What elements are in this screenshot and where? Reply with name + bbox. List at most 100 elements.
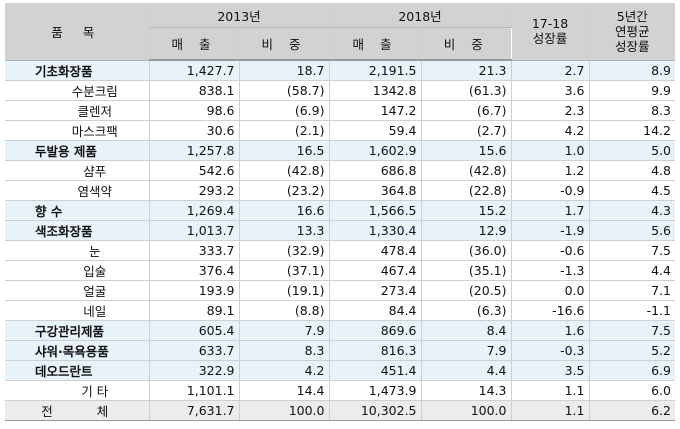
sales-2018-cell: 84.4 — [329, 300, 422, 321]
row-name-cell: 샴푸 — [5, 160, 150, 181]
sales-2018-cell: 1,566.5 — [329, 200, 422, 221]
share-2018-cell: 7.9 — [421, 340, 512, 361]
sales-2013-cell: 376.4 — [149, 260, 240, 281]
table-row: 입술 376.4 (37.1) 467.4 (35.1) -1.3 4.4 — [5, 260, 675, 281]
sales-2018-cell: 1,602.9 — [329, 140, 422, 161]
table-row: 기초화장품 1,427.7 18.7 2,191.5 21.3 2.7 8.9 — [5, 60, 675, 81]
growth-5yr-cell: 8.3 — [589, 100, 675, 121]
sales-2018-cell: 451.4 — [329, 360, 422, 381]
growth-17-18-cell: 2.3 — [511, 100, 590, 121]
share-2013-cell: (6.9) — [239, 100, 330, 121]
table-body: 기초화장품 1,427.7 18.7 2,191.5 21.3 2.7 8.9 수분크림 838… — [5, 60, 675, 421]
share-2013-cell: 7.9 — [239, 320, 330, 341]
sales-2013-cell: 193.9 — [149, 280, 240, 301]
share-2013-cell: (2.1) — [239, 120, 330, 141]
sales-2013-cell: 1,269.4 — [149, 200, 240, 221]
sales-2013-cell: 1,101.1 — [149, 380, 240, 401]
row-name-cell: 샤워·목욕용품 — [5, 340, 150, 361]
table-row: 얼굴 193.9 (19.1) 273.4 (20.5) 0.0 7.1 — [5, 280, 675, 301]
sales-2018-cell: 364.8 — [329, 180, 422, 201]
share-2018-cell: 4.4 — [421, 360, 512, 381]
sales-2013-cell: 838.1 — [149, 80, 240, 101]
header-item: 품 목 — [5, 3, 150, 61]
share-2018-cell: (2.7) — [421, 120, 512, 141]
share-2013-cell: (32.9) — [239, 240, 330, 261]
share-2018-cell: (6.3) — [421, 300, 512, 321]
growth-5yr-cell: 4.8 — [589, 160, 675, 181]
growth-5yr-cell: 5.0 — [589, 140, 675, 161]
growth-5yr-cell: 5.2 — [589, 340, 675, 361]
growth-17-18-cell: 4.2 — [511, 120, 590, 141]
header-row-1: 품 목 2013년 2018년 17-18 성장률 5년간 연평균 성장률 — [5, 3, 675, 61]
row-name-cell: 향 수 — [5, 200, 150, 221]
header-share-2018: 비 중 — [421, 27, 511, 61]
header-sales-2013: 매 출 — [149, 27, 240, 61]
share-2018-cell: (36.0) — [421, 240, 512, 261]
growth-17-18-cell: 3.5 — [511, 360, 590, 381]
sales-2013-cell: 633.7 — [149, 340, 240, 361]
share-2018-cell: 100.0 — [421, 400, 512, 421]
row-name-cell: 클렌저 — [5, 100, 150, 121]
growth-5yr-cell: 7.1 — [589, 280, 675, 301]
share-2018-cell: 15.6 — [421, 140, 512, 161]
header-year-2013: 2013년 — [149, 3, 330, 28]
sales-2013-cell: 1,257.8 — [149, 140, 240, 161]
share-2013-cell: 14.4 — [239, 380, 330, 401]
row-name-cell: 입술 — [5, 260, 150, 281]
growth-5yr-cell: -1.1 — [589, 300, 675, 321]
table-row: 네일 89.1 (8.8) 84.4 (6.3) -16.6 -1.1 — [5, 300, 675, 321]
growth-17-18-cell: 0.0 — [511, 280, 590, 301]
header-year-2018: 2018년 — [329, 3, 512, 28]
table-row: 마스크팩 30.6 (2.1) 59.4 (2.7) 4.2 14.2 — [5, 120, 675, 141]
growth-17-18-cell: -0.9 — [511, 180, 590, 201]
share-2018-cell: (6.7) — [421, 100, 512, 121]
table-row: 염색약 293.2 (23.2) 364.8 (22.8) -0.9 4.5 — [5, 180, 675, 201]
header-share-2013: 비 중 — [239, 27, 330, 61]
share-2018-cell: (42.8) — [421, 160, 512, 181]
header-sales-2018: 매 출 — [329, 27, 422, 61]
growth-5yr-cell: 9.9 — [589, 80, 675, 101]
sales-2013-cell: 1,013.7 — [149, 220, 240, 241]
sales-2018-cell: 869.6 — [329, 320, 422, 341]
row-name-cell: 전 체 — [5, 400, 150, 421]
sales-2018-cell: 2,191.5 — [329, 60, 422, 81]
growth-5yr-cell: 6.9 — [589, 360, 675, 381]
sales-2018-cell: 1,473.9 — [329, 380, 422, 401]
growth-17-18-cell: -1.3 — [511, 260, 590, 281]
sales-2013-cell: 542.6 — [149, 160, 240, 181]
sales-2018-cell: 467.4 — [329, 260, 422, 281]
table-row: 기 타 1,101.1 14.4 1,473.9 14.3 1.1 6.0 — [5, 380, 675, 401]
sales-2018-cell: 147.2 — [329, 100, 422, 121]
share-2013-cell: 13.3 — [239, 220, 330, 241]
growth-5yr-cell: 7.5 — [589, 320, 675, 341]
table-row: 데오드란트 322.9 4.2 451.4 4.4 3.5 6.9 — [5, 360, 675, 381]
growth-5yr-cell: 8.9 — [589, 60, 675, 81]
sales-2013-cell: 1,427.7 — [149, 60, 240, 81]
table-row: 구강관리제품 605.4 7.9 869.6 8.4 1.6 7.5 — [5, 320, 675, 341]
sales-2018-cell: 478.4 — [329, 240, 422, 261]
table-row: 클렌저 98.6 (6.9) 147.2 (6.7) 2.3 8.3 — [5, 100, 675, 121]
table-row: 전 체 7,631.7 100.0 10,302.5 100.0 1.1 6.2 — [5, 400, 675, 421]
share-2013-cell: 8.3 — [239, 340, 330, 361]
growth-5yr-cell: 6.2 — [589, 400, 675, 421]
share-2013-cell: (19.1) — [239, 280, 330, 301]
row-name-cell: 기 타 — [5, 380, 150, 401]
row-name-cell: 마스크팩 — [5, 120, 150, 141]
sales-2013-cell: 605.4 — [149, 320, 240, 341]
share-2018-cell: (20.5) — [421, 280, 512, 301]
growth-17-18-cell: 2.7 — [511, 60, 590, 81]
sales-2018-cell: 1,330.4 — [329, 220, 422, 241]
growth-17-18-cell: 1.0 — [511, 140, 590, 161]
row-name-cell: 기초화장품 — [5, 60, 150, 81]
growth-5yr-cell: 5.6 — [589, 220, 675, 241]
share-2018-cell: (22.8) — [421, 180, 512, 201]
table-row: 눈 333.7 (32.9) 478.4 (36.0) -0.6 7.5 — [5, 240, 675, 261]
share-2013-cell: (58.7) — [239, 80, 330, 101]
row-name-cell: 눈 — [5, 240, 150, 261]
share-2013-cell: (8.8) — [239, 300, 330, 321]
growth-5yr-cell: 4.5 — [589, 180, 675, 201]
growth-5yr-cell: 4.3 — [589, 200, 675, 221]
share-2013-cell: (42.8) — [239, 160, 330, 181]
growth-5yr-cell: 4.4 — [589, 260, 675, 281]
table-row: 샤워·목욕용품 633.7 8.3 816.3 7.9 -0.3 5.2 — [5, 340, 675, 361]
